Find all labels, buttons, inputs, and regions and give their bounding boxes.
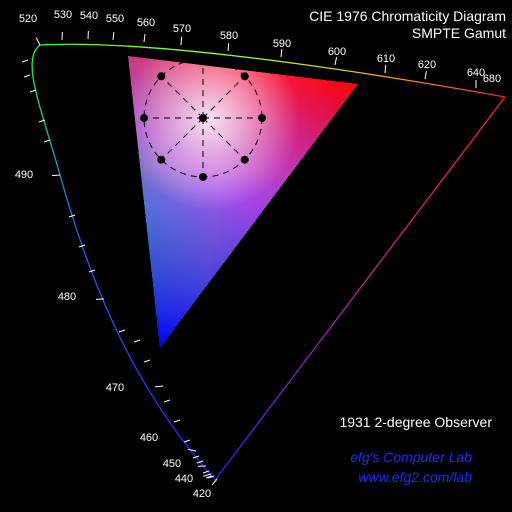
wavelength-label-460: 460 xyxy=(140,432,158,444)
minor-tick xyxy=(118,329,126,333)
perimeter-dot xyxy=(157,72,166,81)
wavelength-label-560: 560 xyxy=(137,17,155,29)
wavelength-tick-570 xyxy=(180,36,183,46)
wavelength-label-450: 450 xyxy=(163,458,181,470)
wavelength-tick-580 xyxy=(227,42,230,52)
wavelength-tick-520 xyxy=(35,37,41,46)
wavelength-label-620: 620 xyxy=(418,59,436,71)
wavelength-label-440: 440 xyxy=(175,473,193,485)
minor-tick xyxy=(23,74,31,78)
wavelength-label-470: 470 xyxy=(106,382,124,394)
wavelength-label-490: 490 xyxy=(15,169,33,181)
perimeter-dot xyxy=(140,114,148,122)
minor-tick xyxy=(21,59,29,63)
minor-tick xyxy=(196,460,204,464)
wavelength-tick-590 xyxy=(280,48,283,58)
minor-tick xyxy=(183,439,191,443)
minor-tick xyxy=(78,244,86,248)
perimeter-dot xyxy=(157,155,166,164)
title-line-2: SMPTE Gamut xyxy=(412,25,506,41)
spectral-locus-top xyxy=(39,43,506,98)
wavelength-label-590: 590 xyxy=(273,38,291,50)
spectral-locus-left xyxy=(31,44,216,481)
minor-tick xyxy=(133,339,141,343)
wavelength-tick-490 xyxy=(51,174,61,177)
perimeter-dot xyxy=(240,155,249,164)
minor-tick xyxy=(163,399,171,403)
spoke-line xyxy=(160,75,204,119)
wavelength-label-640: 640 xyxy=(467,67,485,79)
minor-tick xyxy=(207,475,215,479)
wavelength-label-540: 540 xyxy=(80,10,98,22)
perimeter-dot xyxy=(240,72,249,81)
wavelength-label-420: 420 xyxy=(193,488,211,500)
wavelength-tick-610 xyxy=(384,64,387,74)
title-line-1: CIE 1976 Chromaticity Diagram xyxy=(309,8,506,24)
minor-tick xyxy=(202,470,210,474)
observer-label: 1931 2-degree Observer xyxy=(339,414,492,430)
minor-tick xyxy=(38,119,46,123)
spoke-line xyxy=(202,117,246,161)
wavelength-label-520: 520 xyxy=(19,13,37,25)
spectral-locus xyxy=(31,43,506,481)
minor-tick xyxy=(29,89,37,93)
perimeter-dot xyxy=(199,55,207,63)
minor-tick xyxy=(88,269,96,273)
wavelength-tick-560 xyxy=(143,33,146,43)
purple-line xyxy=(214,96,506,481)
wavelength-label-680: 680 xyxy=(483,73,501,85)
wavelength-label-600: 600 xyxy=(328,46,346,58)
wavelength-label-550: 550 xyxy=(106,13,124,25)
perimeter-dot xyxy=(258,114,266,122)
minor-tick xyxy=(43,139,51,143)
smpte-gamut-triangle xyxy=(128,56,358,348)
credit-url[interactable]: www.efg2.com/lab xyxy=(358,469,472,485)
credit-lab-name: efg's Computer Lab xyxy=(350,449,472,465)
minor-tick xyxy=(143,359,151,363)
wavelength-label-610: 610 xyxy=(377,53,395,65)
spoke-line xyxy=(202,75,246,119)
wavelength-label-530: 530 xyxy=(54,9,72,21)
wavelength-label-570: 570 xyxy=(173,23,191,35)
wavelength-tick-550 xyxy=(112,31,115,41)
wavelength-label-580: 580 xyxy=(220,30,238,42)
minor-tick xyxy=(68,214,76,218)
center-dot xyxy=(199,114,207,122)
wavelength-tick-420 xyxy=(211,478,218,486)
wavelength-tick-620 xyxy=(424,71,427,80)
minor-tick xyxy=(192,455,200,459)
wavelength-tick-600 xyxy=(334,57,338,66)
spoke-line xyxy=(160,117,204,161)
wavelength-label-480: 480 xyxy=(58,291,76,303)
minor-tick xyxy=(173,419,181,423)
wavelength-tick-470 xyxy=(154,385,164,388)
perimeter-dot xyxy=(199,173,207,181)
wavelength-tick-460 xyxy=(188,448,197,452)
ellipse-overlay xyxy=(140,55,266,181)
wavelength-tick-440 xyxy=(203,473,212,477)
minor-tick xyxy=(205,475,213,479)
